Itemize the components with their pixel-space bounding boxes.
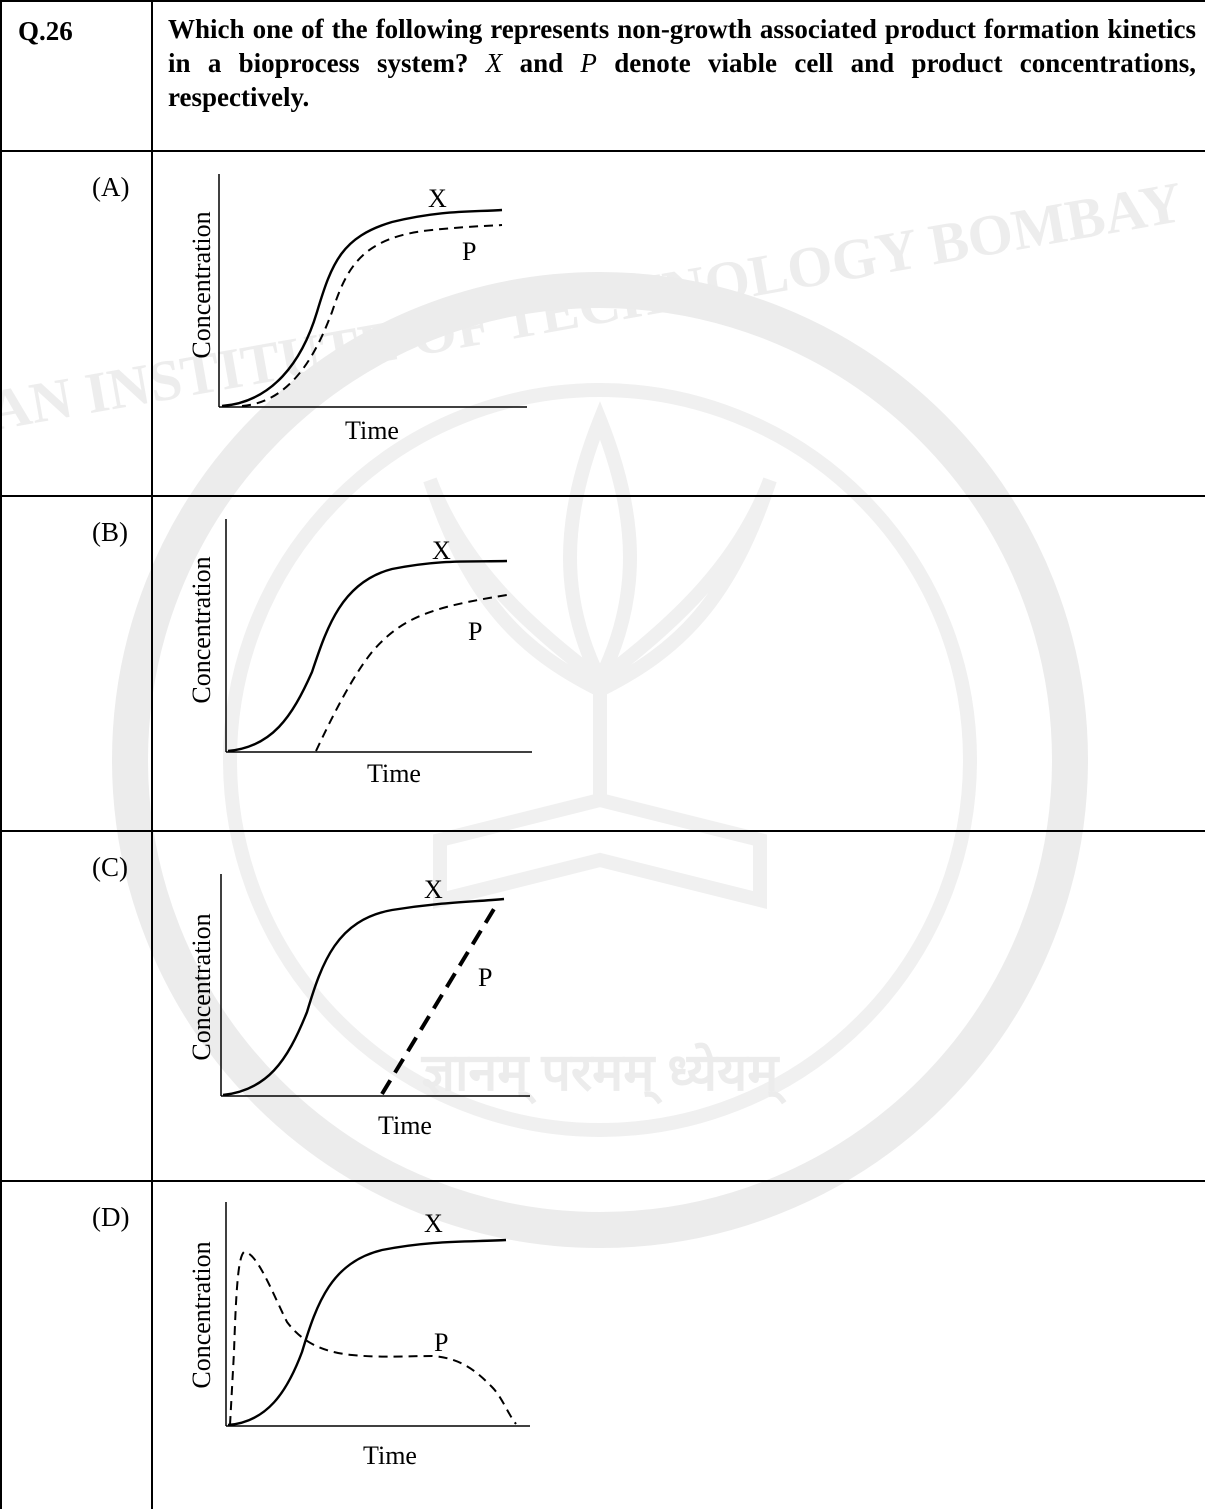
x-axis-label: Time [378,1111,432,1140]
option-a-row[interactable]: (A) X P Concentration Time [0,150,1205,495]
p-curve [241,224,503,407]
x-series-label: X [424,875,443,904]
option-c-row[interactable]: (C) X P Concentration Time [0,830,1205,1180]
p-series-label: P [434,1328,448,1357]
column-divider [151,1182,153,1509]
x-curve [222,897,505,1097]
option-a-graph: X P Concentration Time [187,174,527,445]
column-divider [151,832,153,1180]
p-series-label: P [478,963,492,992]
y-axis-label: Concentration [187,913,216,1060]
x-axis-label: Time [367,759,421,788]
column-divider [151,497,153,830]
p-curve [229,1250,517,1426]
question-row: Q.26 Which one of the following represen… [0,0,1205,150]
x-curve [227,559,508,753]
y-axis-label: Concentration [187,1241,216,1388]
table-left-border [0,2,2,150]
question-text-part2: denote viable cell and product concentra… [168,48,1197,112]
y-axis-label: Concentration [187,211,216,358]
option-b-row[interactable]: (B) X P Concentration Time [0,495,1205,830]
column-divider [151,152,153,495]
question-number: Q.26 [18,16,73,46]
x-series-label: X [432,536,451,565]
p-series-label: P [468,617,482,646]
x-curve [221,208,503,408]
question-text: Which one of the following represents no… [168,12,1196,114]
table-left-border [0,152,2,495]
table-left-border [0,497,2,830]
question-text-and: and [519,48,564,78]
option-d-graph: X P Concentration Time [187,1202,530,1470]
p-series-label: P [462,237,476,266]
table-left-border [0,832,2,1180]
question-text-part1: Which one of the following represents no… [168,14,1196,78]
x-series-label: X [424,1209,443,1238]
x-axis-label: Time [363,1441,417,1470]
x-curve [227,1238,507,1427]
column-divider [151,2,153,150]
x-axis-label: Time [345,416,399,445]
table-left-border [0,1182,2,1509]
x-series-label: X [428,184,447,213]
question-var-x: X [485,48,503,78]
option-c-label: (C) [92,852,128,882]
option-a-label: (A) [92,172,130,202]
option-d-row[interactable]: (D) X P Concentration Time [0,1180,1205,1509]
y-axis-label: Concentration [187,556,216,703]
option-d-label: (D) [92,1202,130,1232]
question-var-p: P [580,48,597,78]
option-b-graph: X P Concentration Time [187,519,532,788]
p-curve [380,902,499,1096]
option-c-graph: X P Concentration Time [187,874,530,1140]
option-b-label: (B) [92,517,128,547]
